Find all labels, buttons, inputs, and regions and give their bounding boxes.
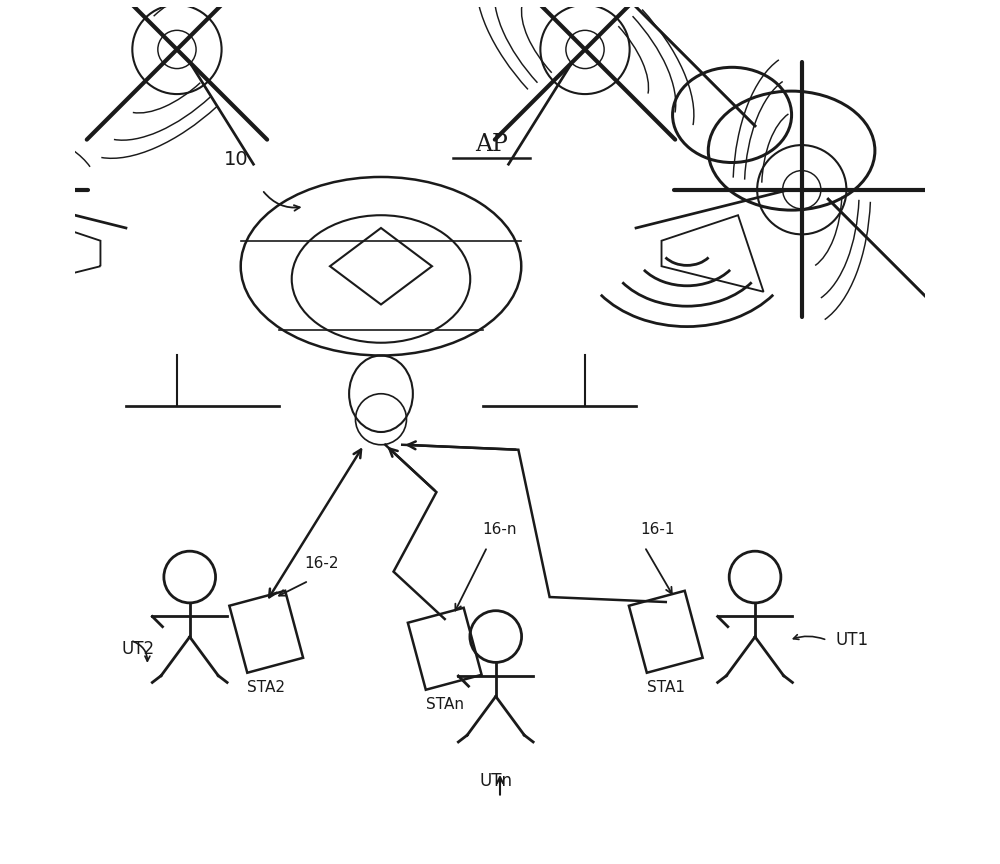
Text: UT2: UT2 (122, 639, 155, 658)
Text: 16-1: 16-1 (640, 522, 675, 537)
Text: STA1: STA1 (647, 679, 685, 695)
Text: STA2: STA2 (247, 679, 285, 695)
Text: STAn: STAn (426, 696, 464, 712)
Text: AP: AP (475, 133, 508, 156)
Text: 10: 10 (224, 150, 249, 169)
Text: 16-n: 16-n (483, 522, 517, 537)
Text: UT1: UT1 (836, 632, 869, 649)
Text: UTn: UTn (479, 772, 512, 790)
Text: 16-2: 16-2 (304, 556, 339, 571)
